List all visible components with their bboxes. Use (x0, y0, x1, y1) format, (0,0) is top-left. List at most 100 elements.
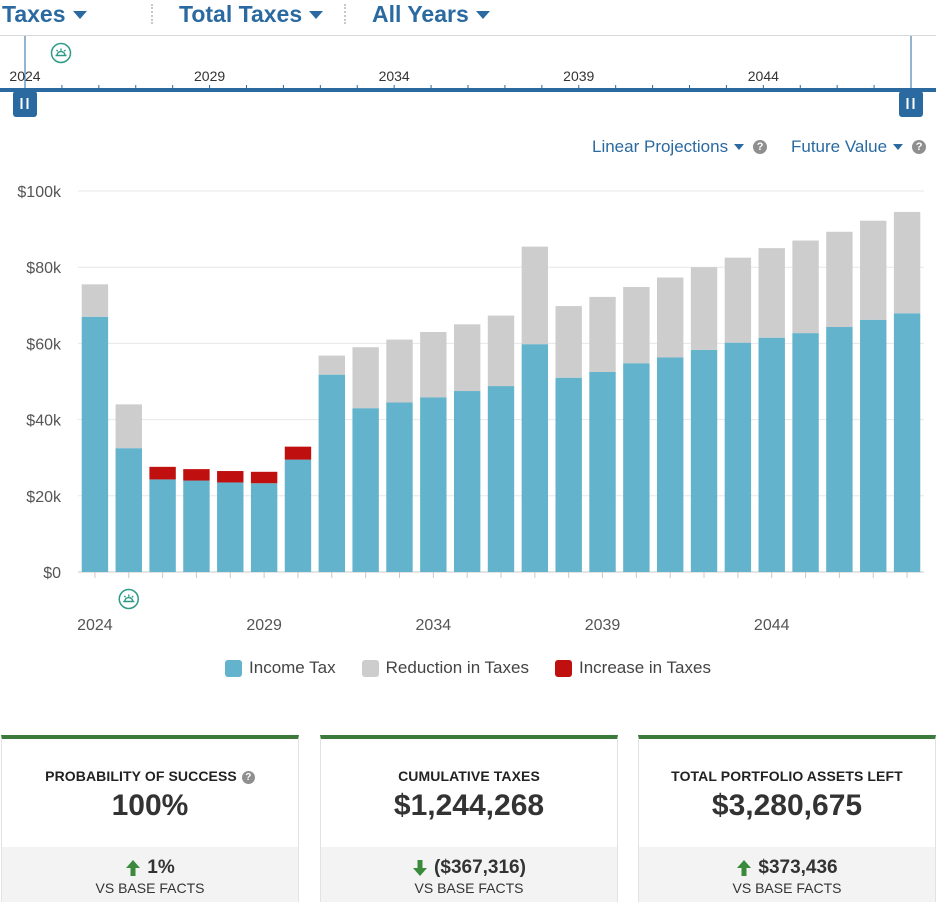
taxes-bar-chart: $0 $20k $40k $60k $80k $100k 2024 2029 2034 2039… (17, 184, 924, 634)
card-delta: 1% (2, 857, 298, 879)
legend-item-reduction[interactable]: Reduction in Taxes (361, 658, 529, 678)
timeline-year-label: 2039 (563, 68, 594, 84)
bar-reduction-in-taxes[interactable] (826, 231, 853, 328)
bar-income-tax[interactable] (115, 448, 142, 572)
help-icon[interactable]: ? (753, 140, 768, 154)
bar-income-tax[interactable] (893, 313, 921, 572)
legend-label: Reduction in Taxes (385, 658, 529, 677)
bar-reduction-in-taxes[interactable] (420, 331, 447, 398)
y-axis-labels: $0 $20k $40k $60k $80k $100k (17, 184, 62, 582)
bar-reduction-in-taxes[interactable] (690, 267, 718, 350)
bar-reduction-in-taxes[interactable] (352, 347, 379, 409)
range-dropdown-label: All Years (372, 0, 469, 27)
timeline-ticks (24, 85, 912, 89)
card-label: PROBABILITY OF SUCCESS? (2, 768, 298, 784)
bar-reduction-in-taxes[interactable] (860, 220, 887, 320)
x-axis: 2024 2029 2034 2039 2044 (77, 572, 908, 634)
card-delta-value: 1% (147, 857, 175, 878)
y-tick-label: $20k (26, 489, 62, 506)
bar-income-tax[interactable] (724, 342, 752, 572)
range-dropdown[interactable]: All Years (372, 0, 490, 28)
bar-reduction-in-taxes[interactable] (115, 404, 142, 449)
bar-income-tax[interactable] (487, 386, 515, 572)
x-tick-label: 2034 (416, 617, 452, 634)
timeline-year-label: 2024 (9, 68, 40, 84)
bar-income-tax[interactable] (589, 371, 616, 572)
bar-reduction-in-taxes[interactable] (318, 355, 345, 375)
bar-income-tax[interactable] (420, 397, 447, 572)
projection-dropdown-label: Linear Projections (592, 137, 729, 156)
bar-income-tax[interactable] (250, 483, 278, 572)
bar-income-tax[interactable] (217, 482, 244, 572)
chevron-down-icon (893, 144, 904, 150)
help-icon[interactable]: ? (241, 771, 255, 784)
bar-income-tax[interactable] (860, 319, 887, 572)
bar-income-tax[interactable] (149, 479, 176, 572)
legend-item-income-tax[interactable]: Income Tax (225, 658, 336, 678)
bar-reduction-in-taxes[interactable] (623, 287, 650, 364)
timeline-start-handle[interactable] (13, 91, 37, 117)
bar-reduction-in-taxes[interactable] (81, 284, 109, 317)
bar-income-tax[interactable] (826, 327, 853, 572)
bar-income-tax[interactable] (386, 402, 413, 572)
bar-income-tax[interactable] (792, 333, 819, 572)
y-tick-label: $100k (17, 184, 62, 201)
bar-increase-in-taxes[interactable] (284, 446, 312, 460)
card-delta: ($367,316) (321, 857, 617, 879)
bar-reduction-in-taxes[interactable] (724, 257, 752, 343)
bar-reduction-in-taxes[interactable] (792, 240, 819, 334)
bar-income-tax[interactable] (284, 459, 312, 572)
metric-dropdown[interactable]: Total Taxes (179, 0, 324, 28)
card-label-text: PROBABILITY OF SUCCESS (45, 768, 237, 784)
bar-reduction-in-taxes[interactable] (555, 306, 582, 378)
view-dropdown[interactable]: Taxes (2, 0, 87, 28)
bar-increase-in-taxes[interactable] (217, 471, 244, 483)
bar-income-tax[interactable] (521, 344, 549, 572)
bar-increase-in-taxes[interactable] (250, 471, 278, 484)
bar-income-tax[interactable] (555, 377, 582, 572)
separator (151, 4, 153, 24)
bar-increase-in-taxes[interactable] (183, 469, 210, 481)
chevron-down-icon (72, 11, 87, 19)
bar-income-tax[interactable] (657, 357, 684, 572)
bar-reduction-in-taxes[interactable] (521, 246, 549, 345)
value-dropdown[interactable]: Future Value ? (791, 136, 927, 158)
bar-income-tax[interactable] (758, 337, 785, 572)
bar-reduction-in-taxes[interactable] (657, 277, 684, 358)
card-vs-label: VS BASE FACTS (414, 880, 524, 896)
bar-income-tax[interactable] (318, 374, 345, 572)
bar-income-tax[interactable] (183, 480, 210, 572)
bar-reduction-in-taxes[interactable] (589, 296, 616, 372)
bar-reduction-in-taxes[interactable] (758, 248, 785, 338)
bar-reduction-in-taxes[interactable] (386, 339, 413, 403)
bar-reduction-in-taxes[interactable] (453, 324, 481, 392)
bar-income-tax[interactable] (623, 363, 650, 572)
portfolio-assets-card: TOTAL PORTFOLIO ASSETS LEFT $3,280,675 $… (638, 735, 936, 902)
bar-income-tax[interactable] (453, 391, 481, 572)
bar-increase-in-taxes[interactable] (149, 466, 176, 480)
card-vs-label: VS BASE FACTS (732, 880, 842, 896)
x-tick-label: 2024 (77, 617, 113, 634)
top-filter-bar: Taxes Total Taxes All Years (0, 0, 936, 36)
timeline-range-slider[interactable]: 2024 2029 2034 2039 2044 (0, 36, 936, 118)
help-icon[interactable]: ? (912, 140, 927, 154)
legend-item-increase[interactable]: Increase in Taxes (554, 658, 711, 678)
card-delta-value: ($367,316) (434, 857, 526, 878)
projection-dropdown[interactable]: Linear Projections ? (592, 136, 768, 158)
card-label: TOTAL PORTFOLIO ASSETS LEFT (671, 768, 903, 784)
card-value: $1,244,268 (393, 789, 545, 822)
bar-income-tax[interactable] (352, 408, 379, 572)
bar-reduction-in-taxes[interactable] (893, 211, 921, 314)
timeline-end-handle[interactable] (899, 91, 923, 117)
x-tick-label: 2029 (246, 617, 282, 634)
bar-income-tax[interactable] (690, 349, 718, 572)
y-tick-label: $40k (26, 413, 62, 430)
y-tick-label: $80k (26, 260, 62, 277)
legend-swatch (361, 659, 379, 677)
card-footer: $373,436 VS BASE FACTS (639, 847, 935, 902)
card-value: $3,280,675 (711, 789, 863, 822)
legend-label: Income Tax (249, 658, 336, 677)
bar-reduction-in-taxes[interactable] (487, 315, 515, 387)
separator (344, 4, 346, 24)
bar-income-tax[interactable] (81, 316, 109, 572)
